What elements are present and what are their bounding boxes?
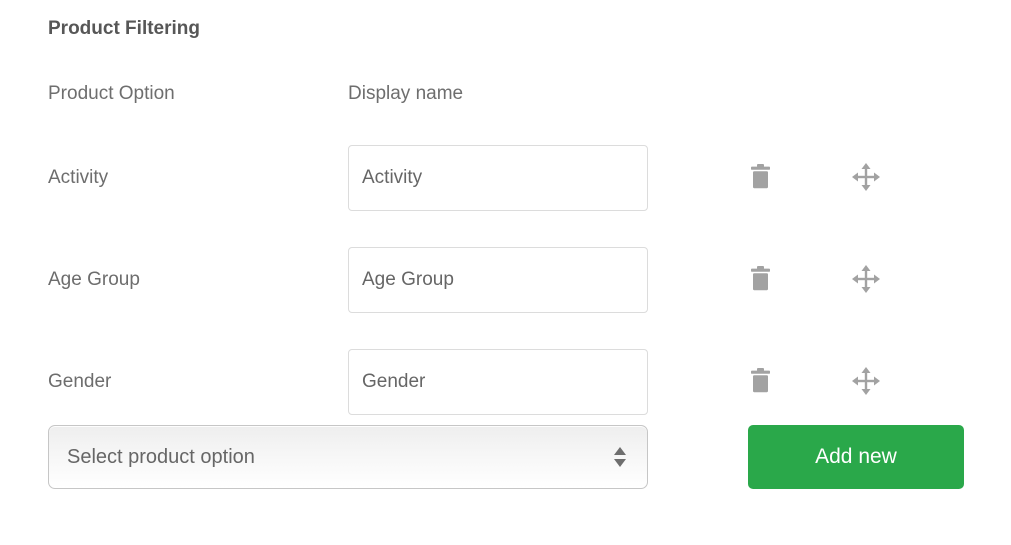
delete-row-button[interactable] <box>742 262 778 298</box>
delete-row-button[interactable] <box>742 364 778 400</box>
table-row: Gender <box>48 349 1011 415</box>
column-headers: Product Option Display name <box>48 82 1011 105</box>
move-icon <box>852 366 880 398</box>
trash-icon <box>750 368 771 396</box>
select-value-text: Select product option <box>67 445 255 468</box>
display-name-input[interactable] <box>348 349 648 415</box>
trash-icon <box>750 266 771 294</box>
reorder-row-button[interactable] <box>848 364 884 400</box>
product-option-label: Gender <box>48 371 112 392</box>
reorder-row-button[interactable] <box>848 160 884 196</box>
display-name-input[interactable] <box>348 145 648 211</box>
table-row: Activity <box>48 145 1011 211</box>
delete-row-button[interactable] <box>742 160 778 196</box>
trash-icon <box>750 164 771 192</box>
reorder-row-button[interactable] <box>848 262 884 298</box>
product-option-select[interactable]: Select product option <box>48 425 648 489</box>
move-icon <box>852 264 880 296</box>
add-new-button[interactable]: Add new <box>748 425 964 489</box>
move-icon <box>852 162 880 194</box>
table-row: Age Group <box>48 247 1011 313</box>
column-header-product-option: Product Option <box>48 83 175 104</box>
add-option-bar: Select product option Add new <box>48 425 1011 489</box>
product-option-label: Activity <box>48 167 109 188</box>
column-header-display-name: Display name <box>348 83 464 104</box>
display-name-input[interactable] <box>348 247 648 313</box>
up-down-arrows-icon <box>614 447 626 467</box>
page-title: Product Filtering <box>48 18 200 39</box>
product-option-label: Age Group <box>48 269 140 290</box>
